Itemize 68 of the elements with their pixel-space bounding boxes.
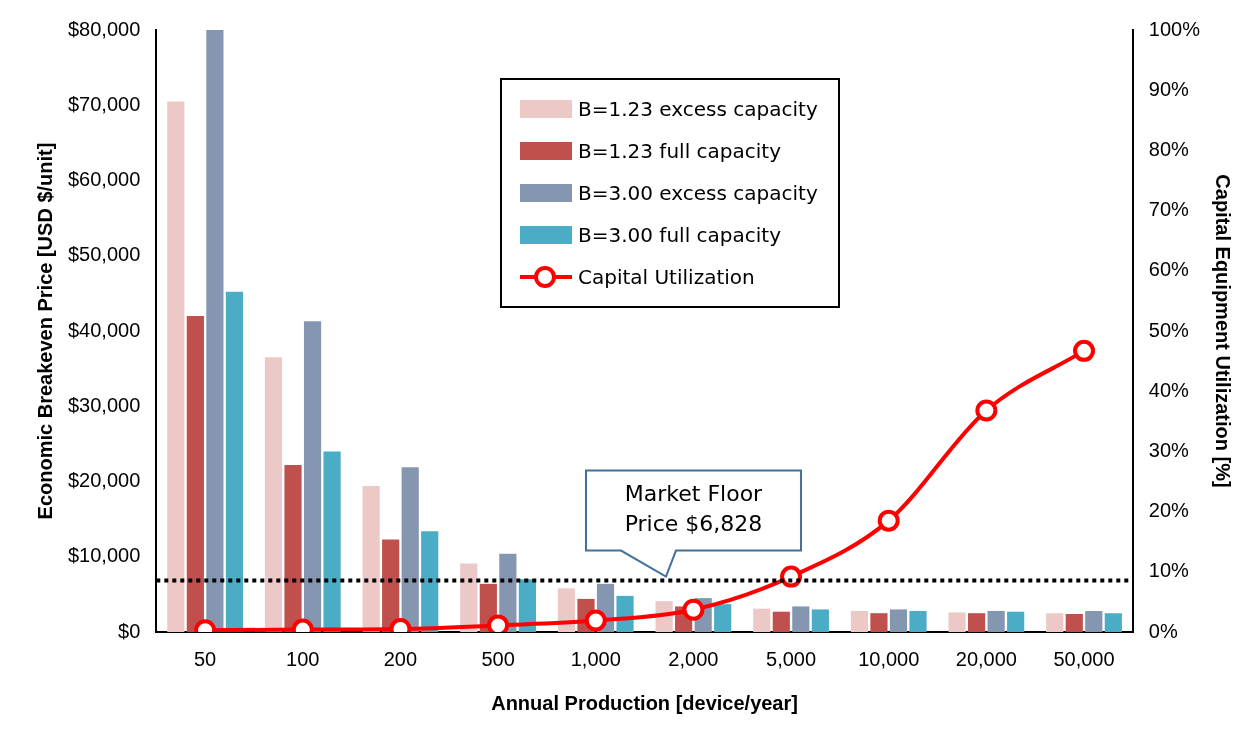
y2-tick-label: 50% (1148, 318, 1190, 341)
y2-tick-label: 80% (1148, 137, 1190, 160)
y-tick-label: $30,000 (68, 393, 141, 416)
bar (1085, 610, 1103, 632)
bar (1065, 613, 1083, 632)
point (877, 509, 900, 532)
x-tick-label: 2,000 (668, 647, 719, 670)
x-tick-label: 1,000 (570, 647, 621, 670)
x-tick-label: 50 (194, 647, 217, 670)
bar (987, 610, 1005, 632)
bar (1007, 611, 1025, 632)
bar (850, 610, 869, 632)
x-tick-label: 5,000 (766, 647, 817, 670)
x-axis-title: Annual Production [device/year] (491, 691, 798, 714)
bar (714, 604, 732, 632)
bar (753, 608, 771, 632)
y2-tick-label: 10% (1148, 559, 1190, 582)
bar (968, 613, 986, 632)
y2-tick-label: 0% (1148, 619, 1178, 642)
y2-tick-label: 30% (1148, 438, 1190, 461)
bar (167, 101, 185, 632)
y-tick-label: $20,000 (68, 469, 141, 492)
point (584, 609, 607, 632)
bar (909, 610, 927, 632)
bar (362, 486, 380, 632)
point (975, 399, 998, 422)
bar (186, 315, 204, 632)
y-axis-title: Economic Breakeven Price [USD $/unit] (33, 142, 56, 520)
bar (889, 609, 908, 632)
bar (401, 467, 419, 632)
bar (772, 611, 790, 632)
point (487, 614, 510, 632)
y2-tick-label: 60% (1148, 258, 1190, 281)
legend-label: B=1.23 full capacity (578, 139, 781, 163)
x-tick-label: 10,000 (858, 647, 920, 670)
y2-tick-label: 70% (1148, 198, 1190, 221)
y-tick-label: $50,000 (68, 243, 141, 266)
ref-line-label: Market Floor Price $6,828 (624, 481, 764, 537)
bar (870, 613, 888, 632)
y2-tick-label: 20% (1148, 499, 1190, 522)
bar (1046, 613, 1064, 632)
y-tick-label: $10,000 (68, 544, 141, 567)
y-tick-label: $70,000 (68, 92, 141, 115)
bar (948, 612, 966, 632)
legend-label: B=3.00 full capacity (578, 223, 781, 247)
x-tick-label: 200 (383, 647, 418, 670)
x-tick-label: 500 (481, 647, 515, 670)
x-tick-label: 50,000 (1053, 647, 1115, 670)
legend-label: B=1.23 excess capacity (578, 97, 818, 121)
bar (1104, 613, 1122, 632)
legend-label: Capital Utilization (578, 265, 755, 289)
legend-label: B=3.00 excess capacity (578, 181, 818, 205)
point (1073, 339, 1096, 362)
y-tick-label: $40,000 (68, 318, 141, 341)
y2-tick-label: 40% (1148, 378, 1190, 401)
bar (792, 606, 810, 632)
y-tick-label: $0 (118, 619, 141, 642)
x-tick-label: 20,000 (955, 647, 1017, 670)
y-tick-label: $60,000 (68, 168, 141, 191)
point (682, 598, 705, 621)
y2-tick-label: 90% (1148, 77, 1190, 100)
y2-tick-label: 100% (1148, 17, 1201, 40)
y-tick-label: $80,000 (68, 17, 141, 40)
y2-axis-title: Capital Equipment Utilization [%] (1212, 174, 1235, 488)
bar (811, 609, 829, 632)
bar (323, 451, 341, 632)
x-tick-label: 100 (286, 647, 320, 670)
bar (421, 531, 439, 632)
